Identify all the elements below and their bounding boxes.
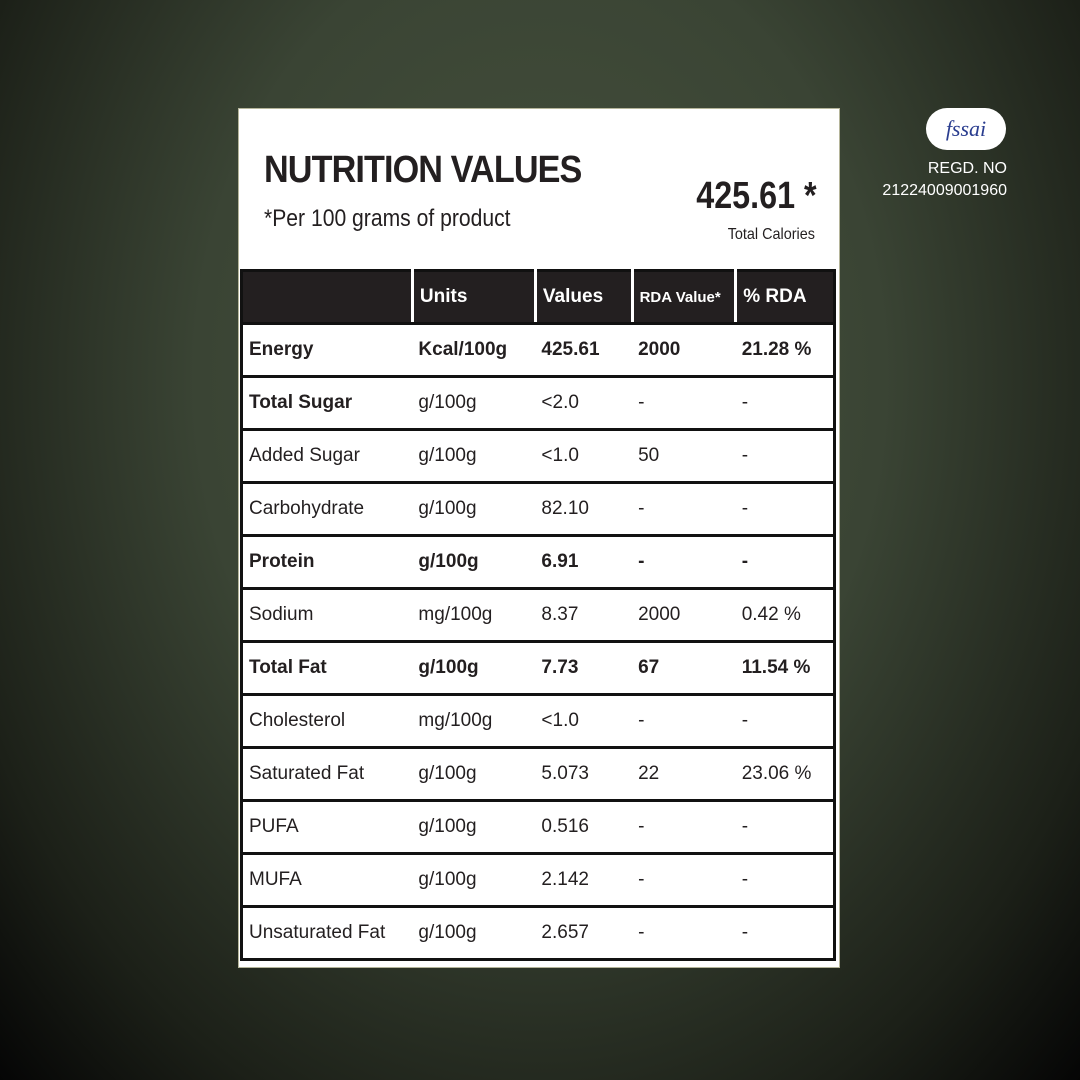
regd-label: REGD. NO bbox=[927, 160, 1007, 177]
table-cell: - bbox=[632, 906, 736, 961]
table-cell: Saturated Fat bbox=[241, 747, 413, 802]
table-cell: 23.06 % bbox=[735, 747, 835, 802]
table-row: MUFA g/100g 2.142- - bbox=[241, 853, 835, 908]
table-cell: - bbox=[735, 800, 835, 855]
table-cell: 0.42 % bbox=[735, 588, 835, 643]
table-cell: - bbox=[735, 429, 835, 484]
table-cell: - bbox=[735, 482, 835, 537]
table-cell: 67 bbox=[632, 641, 736, 696]
table-cell: 0.516 bbox=[535, 800, 633, 855]
table-cell: 8.37 bbox=[535, 588, 633, 643]
regd-number: 21224009001960 bbox=[882, 182, 1007, 199]
table-row: Unsaturated Fat g/100g 2.657- - bbox=[241, 906, 835, 961]
table-cell: - bbox=[735, 906, 835, 961]
total-calories-label: Total Calories bbox=[727, 226, 815, 243]
table-row: Cholesterol mg/100g <1.0- - bbox=[241, 694, 835, 749]
table-cell: 7.73 bbox=[535, 641, 633, 696]
table-cell: - bbox=[632, 376, 736, 431]
table-cell: g/100g bbox=[412, 376, 536, 431]
table-cell: <1.0 bbox=[535, 429, 633, 484]
table-cell: MUFA bbox=[241, 853, 413, 908]
table-cell: Carbohydrate bbox=[241, 482, 413, 537]
column-header: RDA Value* bbox=[630, 270, 736, 325]
table-cell: 82.10 bbox=[535, 482, 633, 537]
table-cell: g/100g bbox=[412, 800, 536, 855]
table-cell: g/100g bbox=[412, 853, 536, 908]
table-cell: - bbox=[632, 853, 736, 908]
table-cell: PUFA bbox=[241, 800, 413, 855]
table-cell: 6.91 bbox=[535, 535, 633, 590]
table-cell: - bbox=[632, 694, 736, 749]
table-row: Total Fat g/100g 7.73 67 11.54 % bbox=[241, 641, 835, 696]
table-cell: - bbox=[735, 376, 835, 431]
subtitle: *Per 100 grams of product bbox=[264, 205, 511, 232]
column-header: Units bbox=[410, 270, 536, 325]
column-header: Values bbox=[533, 270, 633, 325]
table-row: Saturated Fat g/100g 5.073 22 23.06 % bbox=[241, 747, 835, 802]
table-cell: Protein bbox=[241, 535, 413, 590]
table-cell: 5.073 bbox=[535, 747, 633, 802]
table-cell: Sodium bbox=[241, 588, 413, 643]
table-cell: - bbox=[735, 535, 835, 590]
table-cell: g/100g bbox=[412, 906, 536, 961]
table-cell: 11.54 % bbox=[735, 641, 835, 696]
table-cell: 21.28 % bbox=[735, 323, 835, 378]
table-cell: - bbox=[735, 694, 835, 749]
table-cell: Unsaturated Fat bbox=[241, 906, 413, 961]
table-cell: g/100g bbox=[412, 482, 536, 537]
table-cell: 2.142 bbox=[535, 853, 633, 908]
table-cell: g/100g bbox=[412, 641, 536, 696]
table-cell: g/100g bbox=[412, 535, 536, 590]
table-cell: 2000 bbox=[632, 323, 736, 378]
total-calories-value: 425.61 * bbox=[696, 175, 817, 217]
title: NUTRITION VALUES bbox=[264, 149, 582, 191]
table-cell: 2.657 bbox=[535, 906, 633, 961]
table-cell: <2.0 bbox=[535, 376, 633, 431]
table-cell: 22 bbox=[632, 747, 736, 802]
table-cell: g/100g bbox=[412, 747, 536, 802]
column-header: % RDA bbox=[734, 270, 835, 325]
table-row: Protein g/100g 6.91- - bbox=[241, 535, 835, 590]
table-row: Energy Kcal/100g 425.61 2000 21.28 % bbox=[241, 323, 835, 378]
table-cell: Kcal/100g bbox=[412, 323, 536, 378]
table-cell: - bbox=[632, 800, 736, 855]
table-cell: mg/100g bbox=[412, 588, 536, 643]
table-cell: Cholesterol bbox=[241, 694, 413, 749]
nutrition-table: Units Values RDA Value*% RDA Energy Kcal/100… bbox=[240, 269, 836, 961]
table-cell: Total Sugar bbox=[241, 376, 413, 431]
table-row: Sodium mg/100g 8.37 2000 0.42 % bbox=[241, 588, 835, 643]
table-cell: g/100g bbox=[412, 429, 536, 484]
table-row: Added Sugar g/100g <1.0 50- bbox=[241, 429, 835, 484]
table-cell: Total Fat bbox=[241, 641, 413, 696]
table-cell: Added Sugar bbox=[241, 429, 413, 484]
table-cell: 425.61 bbox=[535, 323, 633, 378]
nutrition-card: NUTRITION VALUES *Per 100 grams of produ… bbox=[238, 108, 840, 968]
header-row: Units Values RDA Value*% RDA bbox=[241, 270, 835, 325]
table-cell: <1.0 bbox=[535, 694, 633, 749]
table-row: Carbohydrate g/100g 82.10- - bbox=[241, 482, 835, 537]
table-cell: 2000 bbox=[632, 588, 736, 643]
fssai-logo: fssai bbox=[926, 108, 1006, 150]
table-row: PUFA g/100g 0.516- - bbox=[241, 800, 835, 855]
table-cell: mg/100g bbox=[412, 694, 536, 749]
table-cell: 50 bbox=[632, 429, 736, 484]
registration: REGD. NO 21224009001960 bbox=[882, 158, 1007, 202]
table-cell: - bbox=[735, 853, 835, 908]
table-cell: - bbox=[632, 535, 736, 590]
column-header bbox=[241, 270, 413, 325]
table-cell: - bbox=[632, 482, 736, 537]
table-row: Total Sugar g/100g <2.0- - bbox=[241, 376, 835, 431]
table-cell: Energy bbox=[241, 323, 413, 378]
